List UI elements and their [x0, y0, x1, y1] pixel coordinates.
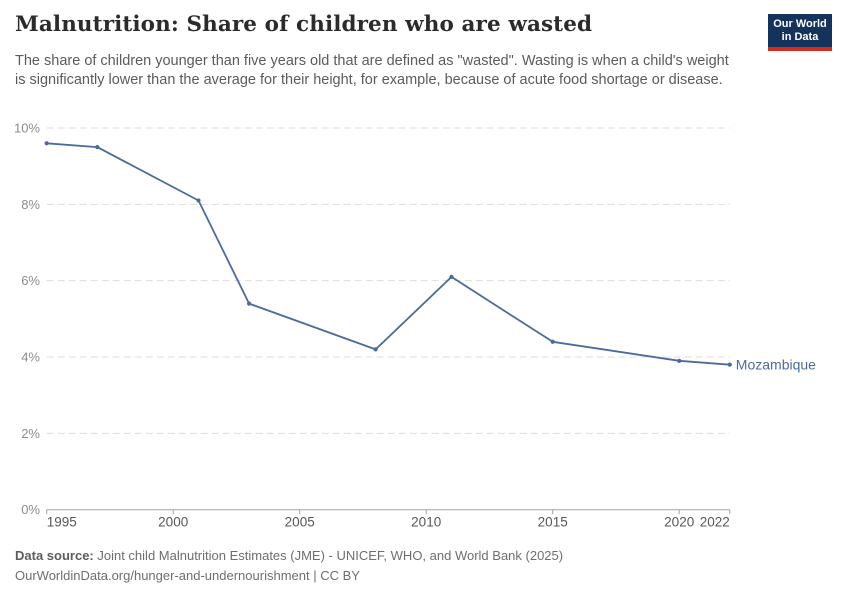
data-point[interactable]: [44, 141, 49, 146]
owid-logo-line1: Our World: [773, 17, 827, 30]
x-axis-tick-label: 1995: [47, 515, 77, 530]
data-point[interactable]: [247, 301, 252, 306]
x-axis-tick-label: 2015: [538, 515, 568, 530]
line-chart-canvas[interactable]: 0% 2% 4% 6% 8% 10% 1995 2000 2005 2010 2015 2020 202…: [0, 112, 850, 537]
data-source-label: Data source:: [15, 548, 94, 563]
y-axis-tick-label: 4%: [21, 350, 40, 365]
y-axis-tick-label: 2%: [21, 426, 40, 441]
y-axis-tick-label: 10%: [14, 121, 40, 136]
x-axis-tick-label: 2005: [285, 515, 315, 530]
x-axis-tick-label: 2010: [411, 515, 441, 530]
data-source-text: Joint child Malnutrition Estimates (JME)…: [93, 548, 564, 563]
page-title: Malnutrition: Share of children who are …: [15, 12, 593, 37]
x-axis-tick-label: 2000: [158, 515, 188, 530]
data-point[interactable]: [373, 347, 378, 352]
chart-subtitle: The share of children younger than five …: [15, 53, 729, 89]
chart-footer: Data source: Joint child Malnutrition Es…: [15, 546, 755, 586]
data-point[interactable]: [727, 362, 732, 367]
data-point[interactable]: [196, 198, 201, 203]
x-axis-tick-label: 2020: [664, 515, 694, 530]
license-line: OurWorldinData.org/hunger-and-undernouri…: [15, 568, 360, 583]
x-axis-tick-label: 2022: [700, 515, 730, 530]
data-source-line: Data source: Joint child Malnutrition Es…: [15, 546, 755, 566]
owid-logo[interactable]: Our World in Data: [768, 14, 832, 51]
entity-label: Mozambique: [736, 357, 816, 373]
owid-logo-line2: in Data: [781, 30, 819, 43]
y-axis-tick-label: 8%: [21, 197, 40, 212]
y-axis-tick-label: 6%: [21, 273, 40, 288]
y-axis-tick-label: 0%: [21, 502, 40, 517]
data-point[interactable]: [449, 274, 454, 279]
data-point[interactable]: [95, 144, 100, 150]
data-point[interactable]: [550, 339, 555, 344]
series-line-mozambique[interactable]: [45, 142, 731, 366]
data-point[interactable]: [677, 358, 682, 363]
